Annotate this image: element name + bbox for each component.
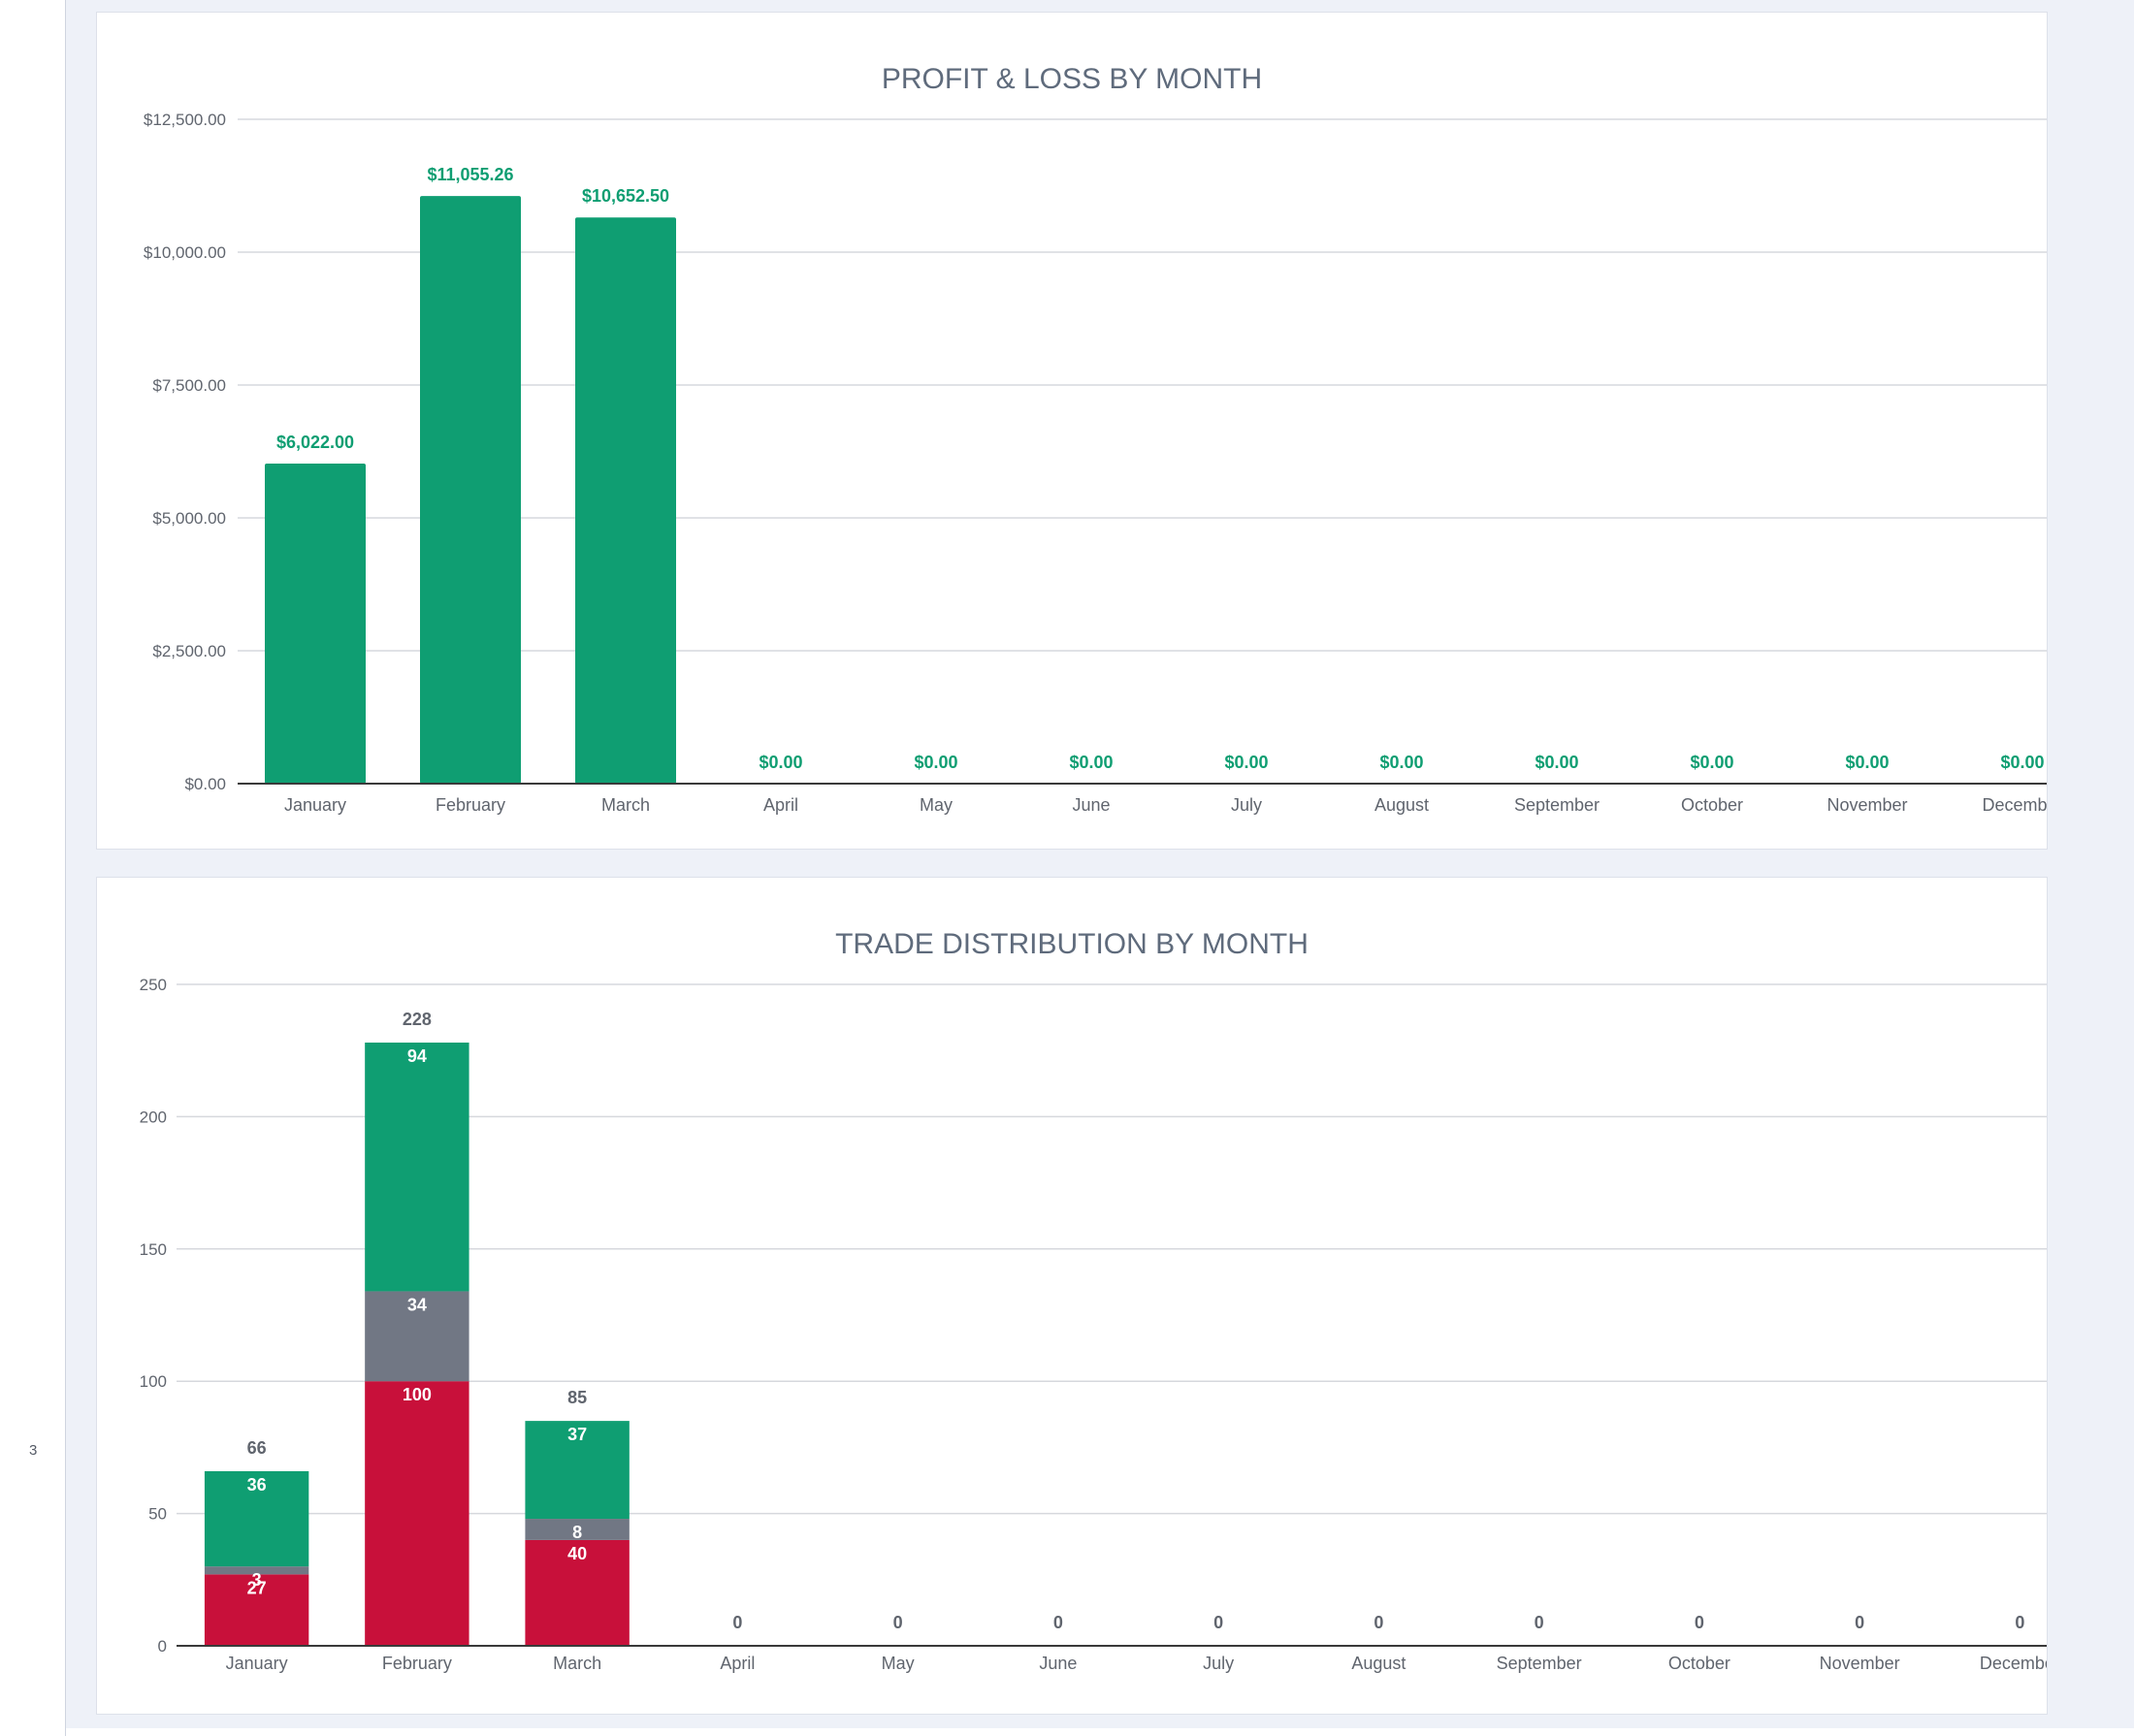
pnl-data-label-january: $6,022.00 [276, 433, 354, 452]
pnl-ytick-label: $7,500.00 [152, 376, 226, 395]
sidebar: 3 [0, 0, 66, 1736]
td-xtick-june: June [1039, 1654, 1077, 1673]
td-bar-win-march [525, 1421, 630, 1520]
td-xtick-october: October [1668, 1654, 1730, 1673]
td-bar-loss-january [204, 1574, 309, 1646]
td-seg-label-win-february: 94 [407, 1046, 427, 1066]
td-total-label-april: 0 [732, 1613, 742, 1632]
td-bar-breakeven-february [365, 1291, 469, 1382]
pnl-xtick-november: November [1827, 795, 1907, 815]
td-bar-breakeven-january [204, 1566, 309, 1575]
td-total-label-may: 0 [893, 1613, 903, 1632]
td-total-label-august: 0 [1374, 1613, 1383, 1632]
pnl-xtick-july: July [1231, 795, 1262, 815]
pnl-xtick-december: December [1982, 795, 2047, 815]
td-seg-label-breakeven-march: 8 [572, 1523, 582, 1542]
td-xtick-september: September [1497, 1654, 1582, 1673]
td-total-label-march: 85 [567, 1388, 587, 1407]
pnl-data-label-september: $0.00 [1535, 753, 1578, 772]
td-xtick-march: March [553, 1654, 601, 1673]
pnl-data-label-august: $0.00 [1379, 753, 1423, 772]
td-bar-loss-march [525, 1539, 630, 1646]
pnl-data-label-november: $0.00 [1845, 753, 1889, 772]
pnl-data-label-december: $0.00 [2000, 753, 2044, 772]
td-total-label-december: 0 [2015, 1613, 2024, 1632]
td-total-label-october: 0 [1695, 1613, 1704, 1632]
pnl-ytick-label: $10,000.00 [144, 243, 226, 262]
td-seg-label-win-january: 36 [247, 1475, 267, 1495]
td-seg-label-win-march: 37 [567, 1425, 587, 1444]
td-xtick-april: April [720, 1654, 755, 1673]
td-bar-breakeven-march [525, 1519, 630, 1540]
pnl-xtick-january: January [284, 795, 346, 815]
pnl-xtick-august: August [1374, 795, 1429, 815]
pnl-data-label-october: $0.00 [1690, 753, 1733, 772]
td-seg-label-loss-march: 40 [567, 1544, 587, 1563]
td-xtick-february: February [382, 1654, 452, 1673]
pnl-chart-card: PROFIT & LOSS BY MONTH $0.00 $2,500.00 $5,… [96, 12, 2048, 850]
trade-distribution-svg: TRADE DISTRIBUTION BY MONTH 0 50 100 150 200… [140, 928, 2047, 1673]
td-ytick-label: 50 [148, 1505, 167, 1524]
pnl-xtick-april: April [763, 795, 798, 815]
pnl-xtick-october: October [1681, 795, 1743, 815]
td-xtick-august: August [1351, 1654, 1406, 1673]
td-xtick-december: December [1980, 1654, 2047, 1673]
td-total-label-june: 0 [1053, 1613, 1063, 1632]
trade-distribution-card: TRADE DISTRIBUTION BY MONTH 0 50 100 150 200… [96, 877, 2048, 1715]
pnl-data-label-july: $0.00 [1224, 753, 1268, 772]
td-xtick-july: July [1203, 1654, 1234, 1673]
pnl-data-label-february: $11,055.26 [427, 165, 513, 184]
td-seg-label-loss-february: 100 [403, 1385, 432, 1404]
pnl-xtick-february: February [436, 795, 505, 815]
pnl-data-label-june: $0.00 [1069, 753, 1113, 772]
td-total-label-september: 0 [1535, 1613, 1544, 1632]
pnl-data-label-march: $10,652.50 [582, 186, 669, 206]
pnl-xtick-march: March [601, 795, 650, 815]
td-ytick-label: 0 [158, 1637, 167, 1656]
td-bar-loss-february [365, 1381, 469, 1646]
td-seg-label-loss-january: 27 [247, 1578, 267, 1597]
pnl-bar-march [575, 217, 676, 785]
pnl-ytick-label: $0.00 [184, 775, 226, 793]
pnl-xtick-june: June [1072, 795, 1110, 815]
td-bar-win-february [365, 1043, 469, 1292]
td-xtick-may: May [882, 1654, 915, 1673]
pnl-ytick-label: $2,500.00 [152, 642, 226, 660]
td-ytick-label: 100 [140, 1372, 167, 1391]
td-total-label-july: 0 [1213, 1613, 1223, 1632]
td-seg-label-breakeven-january: 3 [252, 1570, 262, 1590]
td-xtick-january: January [226, 1654, 288, 1673]
pnl-ytick-label: $5,000.00 [152, 509, 226, 528]
pnl-chart-title: PROFIT & LOSS BY MONTH [882, 63, 1262, 95]
td-ytick-label: 250 [140, 976, 167, 994]
pnl-xtick-september: September [1514, 795, 1600, 815]
td-xtick-november: November [1820, 1654, 1900, 1673]
pnl-data-label-april: $0.00 [759, 753, 802, 772]
pnl-xtick-may: May [920, 795, 953, 815]
td-seg-label-breakeven-february: 34 [407, 1295, 427, 1314]
pnl-data-label-may: $0.00 [914, 753, 957, 772]
td-total-label-february: 228 [403, 1010, 432, 1029]
trade-distribution-title: TRADE DISTRIBUTION BY MONTH [835, 928, 1309, 960]
td-ytick-label: 150 [140, 1240, 167, 1259]
pnl-bar-february [420, 196, 521, 784]
td-ytick-label: 200 [140, 1108, 167, 1126]
pnl-bar-january [265, 463, 366, 784]
sidebar-marker: 3 [29, 1442, 38, 1459]
pnl-ytick-label: $12,500.00 [144, 111, 226, 129]
bottom-strip [66, 1728, 2134, 1736]
td-bar-win-january [204, 1470, 309, 1567]
td-total-label-january: 66 [247, 1438, 267, 1458]
td-total-label-november: 0 [1855, 1613, 1864, 1632]
pnl-chart-svg: PROFIT & LOSS BY MONTH $0.00 $2,500.00 $5,… [144, 63, 2047, 815]
